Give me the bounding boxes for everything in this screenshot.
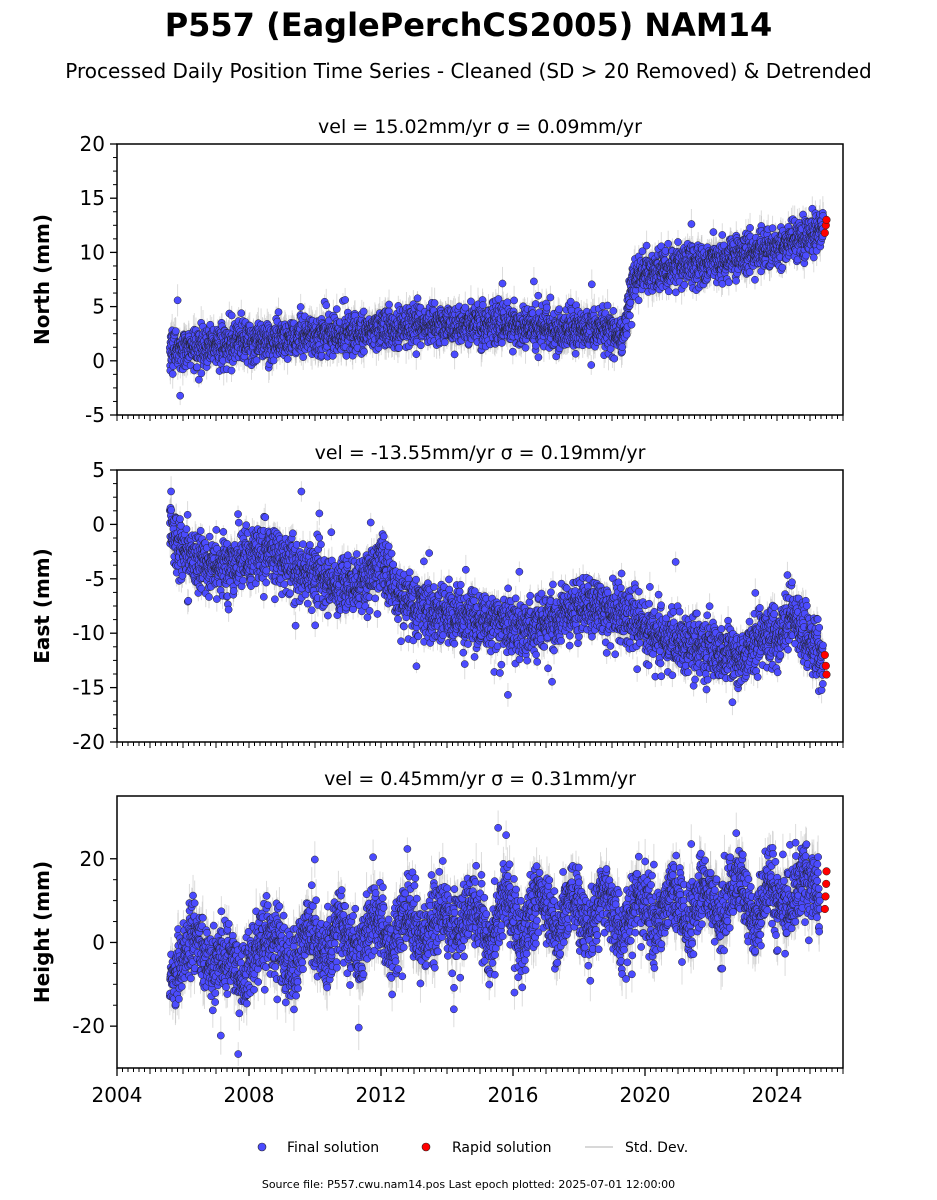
- north-final-point: [171, 327, 180, 336]
- north-final-point: [168, 370, 177, 378]
- north-final-point: [237, 309, 246, 318]
- north-final-point: [283, 355, 292, 363]
- north-final-point: [322, 301, 331, 310]
- north-final-point: [395, 344, 403, 352]
- north-final-point: [274, 308, 283, 316]
- north-y-axis-label: North (mm): [30, 214, 54, 345]
- north-final-point: [252, 356, 261, 365]
- north-final-point: [176, 391, 184, 400]
- north-final-point: [332, 305, 341, 313]
- north-final-point: [416, 341, 425, 350]
- figure-subtitle: Processed Daily Position Time Series - C…: [65, 59, 871, 83]
- north-final-point: [360, 347, 368, 356]
- north-final-point: [359, 307, 368, 316]
- north-panel-title: vel = 15.02mm/yr σ = 0.09mm/yr: [318, 116, 642, 138]
- north-final-point: [341, 296, 349, 304]
- north-final-point: [173, 296, 182, 305]
- north-final-point: [413, 294, 422, 303]
- north-final-points: [165, 204, 828, 400]
- panel-north: vel = 15.02mm/yr σ = 0.09mm/yr North (mm)…: [30, 116, 844, 427]
- north-data-marks: [165, 196, 831, 406]
- north-final-point: [193, 363, 201, 372]
- north-final-point: [296, 303, 305, 311]
- north-final-point: [412, 350, 421, 359]
- north-final-point: [227, 366, 236, 375]
- north-final-point: [269, 356, 278, 365]
- north-final-point: [227, 311, 236, 320]
- north-final-point: [194, 375, 203, 384]
- north-final-point: [385, 300, 393, 309]
- figure-title: P557 (EaglePerchCS2005) NAM14: [165, 6, 773, 44]
- north-final-point: [299, 353, 308, 361]
- north-final-point: [197, 369, 206, 378]
